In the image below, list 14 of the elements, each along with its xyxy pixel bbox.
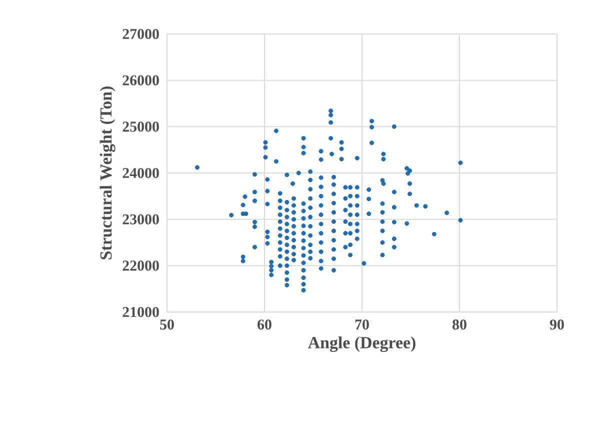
y-axis-title: Structural Weight (Ton) (100, 86, 116, 260)
y-tick-label: 24000 (122, 168, 159, 178)
y-tick-label: 23000 (122, 214, 159, 224)
y-tick-label: 25000 (122, 122, 159, 132)
y-tick-label: 21000 (122, 306, 159, 318)
x-tick-label: 70 (355, 320, 369, 330)
x-tick-label: 80 (452, 320, 466, 330)
y-tick-label: 22000 (122, 260, 159, 271)
x-tick-label: 90 (550, 320, 564, 330)
x-tick-label: 50 (160, 320, 174, 330)
x-axis-title: Angle (Degree) (308, 336, 416, 352)
y-tick-label: 27000 (122, 28, 159, 40)
x-tick-label: 60 (258, 320, 272, 330)
y-tick-label: 26000 (122, 75, 159, 86)
